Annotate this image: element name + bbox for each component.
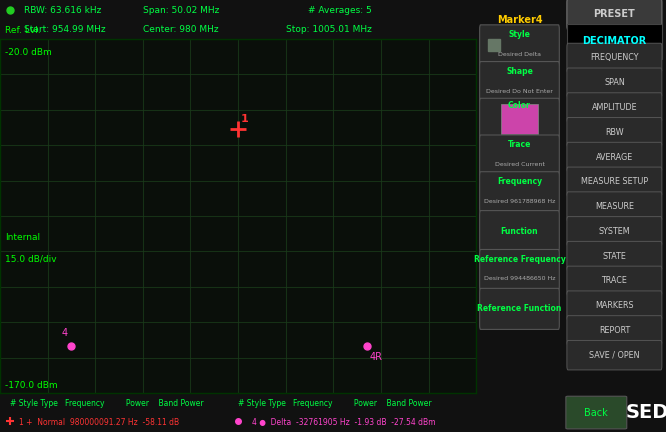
FancyBboxPatch shape	[567, 241, 662, 271]
Text: Span: 50.02 MHz: Span: 50.02 MHz	[143, 6, 219, 15]
Text: MARKERS: MARKERS	[595, 301, 633, 310]
Text: # Averages: 5: # Averages: 5	[308, 6, 372, 15]
Text: FREQUENCY: FREQUENCY	[590, 54, 639, 63]
Text: Back: Back	[584, 407, 607, 418]
FancyBboxPatch shape	[567, 340, 662, 370]
Text: PRESET: PRESET	[593, 9, 635, 19]
FancyBboxPatch shape	[480, 289, 559, 330]
FancyBboxPatch shape	[567, 0, 662, 29]
Text: STATE: STATE	[603, 251, 626, 260]
Text: MEASURE: MEASURE	[595, 202, 634, 211]
FancyBboxPatch shape	[480, 210, 559, 251]
FancyBboxPatch shape	[480, 250, 559, 290]
FancyBboxPatch shape	[480, 172, 559, 213]
Text: Desired 994486650 Hz: Desired 994486650 Hz	[484, 276, 555, 282]
Text: Marker4: Marker4	[497, 15, 542, 25]
FancyBboxPatch shape	[566, 396, 627, 429]
FancyBboxPatch shape	[567, 24, 662, 59]
FancyBboxPatch shape	[567, 167, 662, 197]
Text: REPORT: REPORT	[599, 326, 630, 335]
FancyBboxPatch shape	[480, 98, 559, 139]
FancyBboxPatch shape	[567, 192, 662, 221]
FancyBboxPatch shape	[567, 142, 662, 172]
Text: Desired Delta: Desired Delta	[498, 52, 541, 57]
Text: 4R: 4R	[370, 352, 382, 362]
Text: 1 +  Normal  980000091.27 Hz  -58.11 dB: 1 + Normal 980000091.27 Hz -58.11 dB	[19, 418, 179, 427]
Text: AMPLITUDE: AMPLITUDE	[591, 103, 637, 112]
FancyBboxPatch shape	[567, 68, 662, 98]
FancyBboxPatch shape	[567, 93, 662, 122]
Text: Stop: 1005.01 MHz: Stop: 1005.01 MHz	[286, 25, 372, 34]
Text: 15.0 dB/div: 15.0 dB/div	[5, 254, 57, 263]
Text: DECIMATOR: DECIMATOR	[582, 36, 647, 46]
Text: Desired 961788968 Hz: Desired 961788968 Hz	[484, 199, 555, 204]
Text: TRACE: TRACE	[601, 276, 627, 286]
Text: Center: 980 MHz: Center: 980 MHz	[143, 25, 218, 34]
FancyBboxPatch shape	[480, 135, 559, 176]
Text: Start: 954.99 MHz: Start: 954.99 MHz	[24, 25, 105, 34]
Text: Reference Frequency: Reference Frequency	[474, 254, 565, 264]
Text: RBW: RBW	[605, 128, 623, 137]
FancyBboxPatch shape	[567, 216, 662, 246]
Text: 4: 4	[62, 328, 68, 338]
Text: -170.0 dBm: -170.0 dBm	[5, 381, 57, 390]
FancyBboxPatch shape	[567, 43, 662, 73]
Text: Internal: Internal	[5, 233, 40, 242]
Text: AVERAGE: AVERAGE	[596, 152, 633, 162]
FancyBboxPatch shape	[567, 316, 662, 345]
Text: Color: Color	[508, 101, 531, 110]
Text: Desired Current: Desired Current	[495, 162, 544, 167]
Text: Style: Style	[509, 30, 530, 39]
Text: SPAN: SPAN	[604, 78, 625, 87]
Text: Desired Do Not Enter: Desired Do Not Enter	[486, 89, 553, 94]
Text: Shape: Shape	[506, 67, 533, 76]
FancyBboxPatch shape	[501, 104, 537, 134]
Text: SED: SED	[626, 403, 666, 422]
Text: SAVE / OPEN: SAVE / OPEN	[589, 351, 639, 360]
Text: Trace: Trace	[507, 140, 531, 149]
Text: Frequency: Frequency	[497, 177, 542, 186]
FancyBboxPatch shape	[567, 266, 662, 295]
Text: # Style Type   Frequency         Power    Band Power: # Style Type Frequency Power Band Power	[9, 399, 203, 408]
Text: 1: 1	[241, 114, 248, 124]
Text: Ref. Lvl.: Ref. Lvl.	[5, 26, 41, 35]
Text: 4 ●  Delta  -32761905 Hz  -1.93 dB  -27.54 dBm: 4 ● Delta -32761905 Hz -1.93 dB -27.54 d…	[252, 418, 436, 427]
Text: # Style Type   Frequency         Power    Band Power: # Style Type Frequency Power Band Power	[238, 399, 432, 408]
Text: Function: Function	[501, 227, 538, 235]
Text: RBW: 63.616 kHz: RBW: 63.616 kHz	[24, 6, 101, 15]
Text: Reference Function: Reference Function	[478, 305, 561, 313]
Text: -20.0 dBm: -20.0 dBm	[5, 48, 51, 57]
Text: SYSTEM: SYSTEM	[599, 227, 630, 236]
Text: MEASURE SETUP: MEASURE SETUP	[581, 177, 648, 186]
FancyBboxPatch shape	[567, 291, 662, 321]
FancyBboxPatch shape	[480, 25, 559, 66]
FancyBboxPatch shape	[480, 62, 559, 102]
FancyBboxPatch shape	[567, 118, 662, 147]
